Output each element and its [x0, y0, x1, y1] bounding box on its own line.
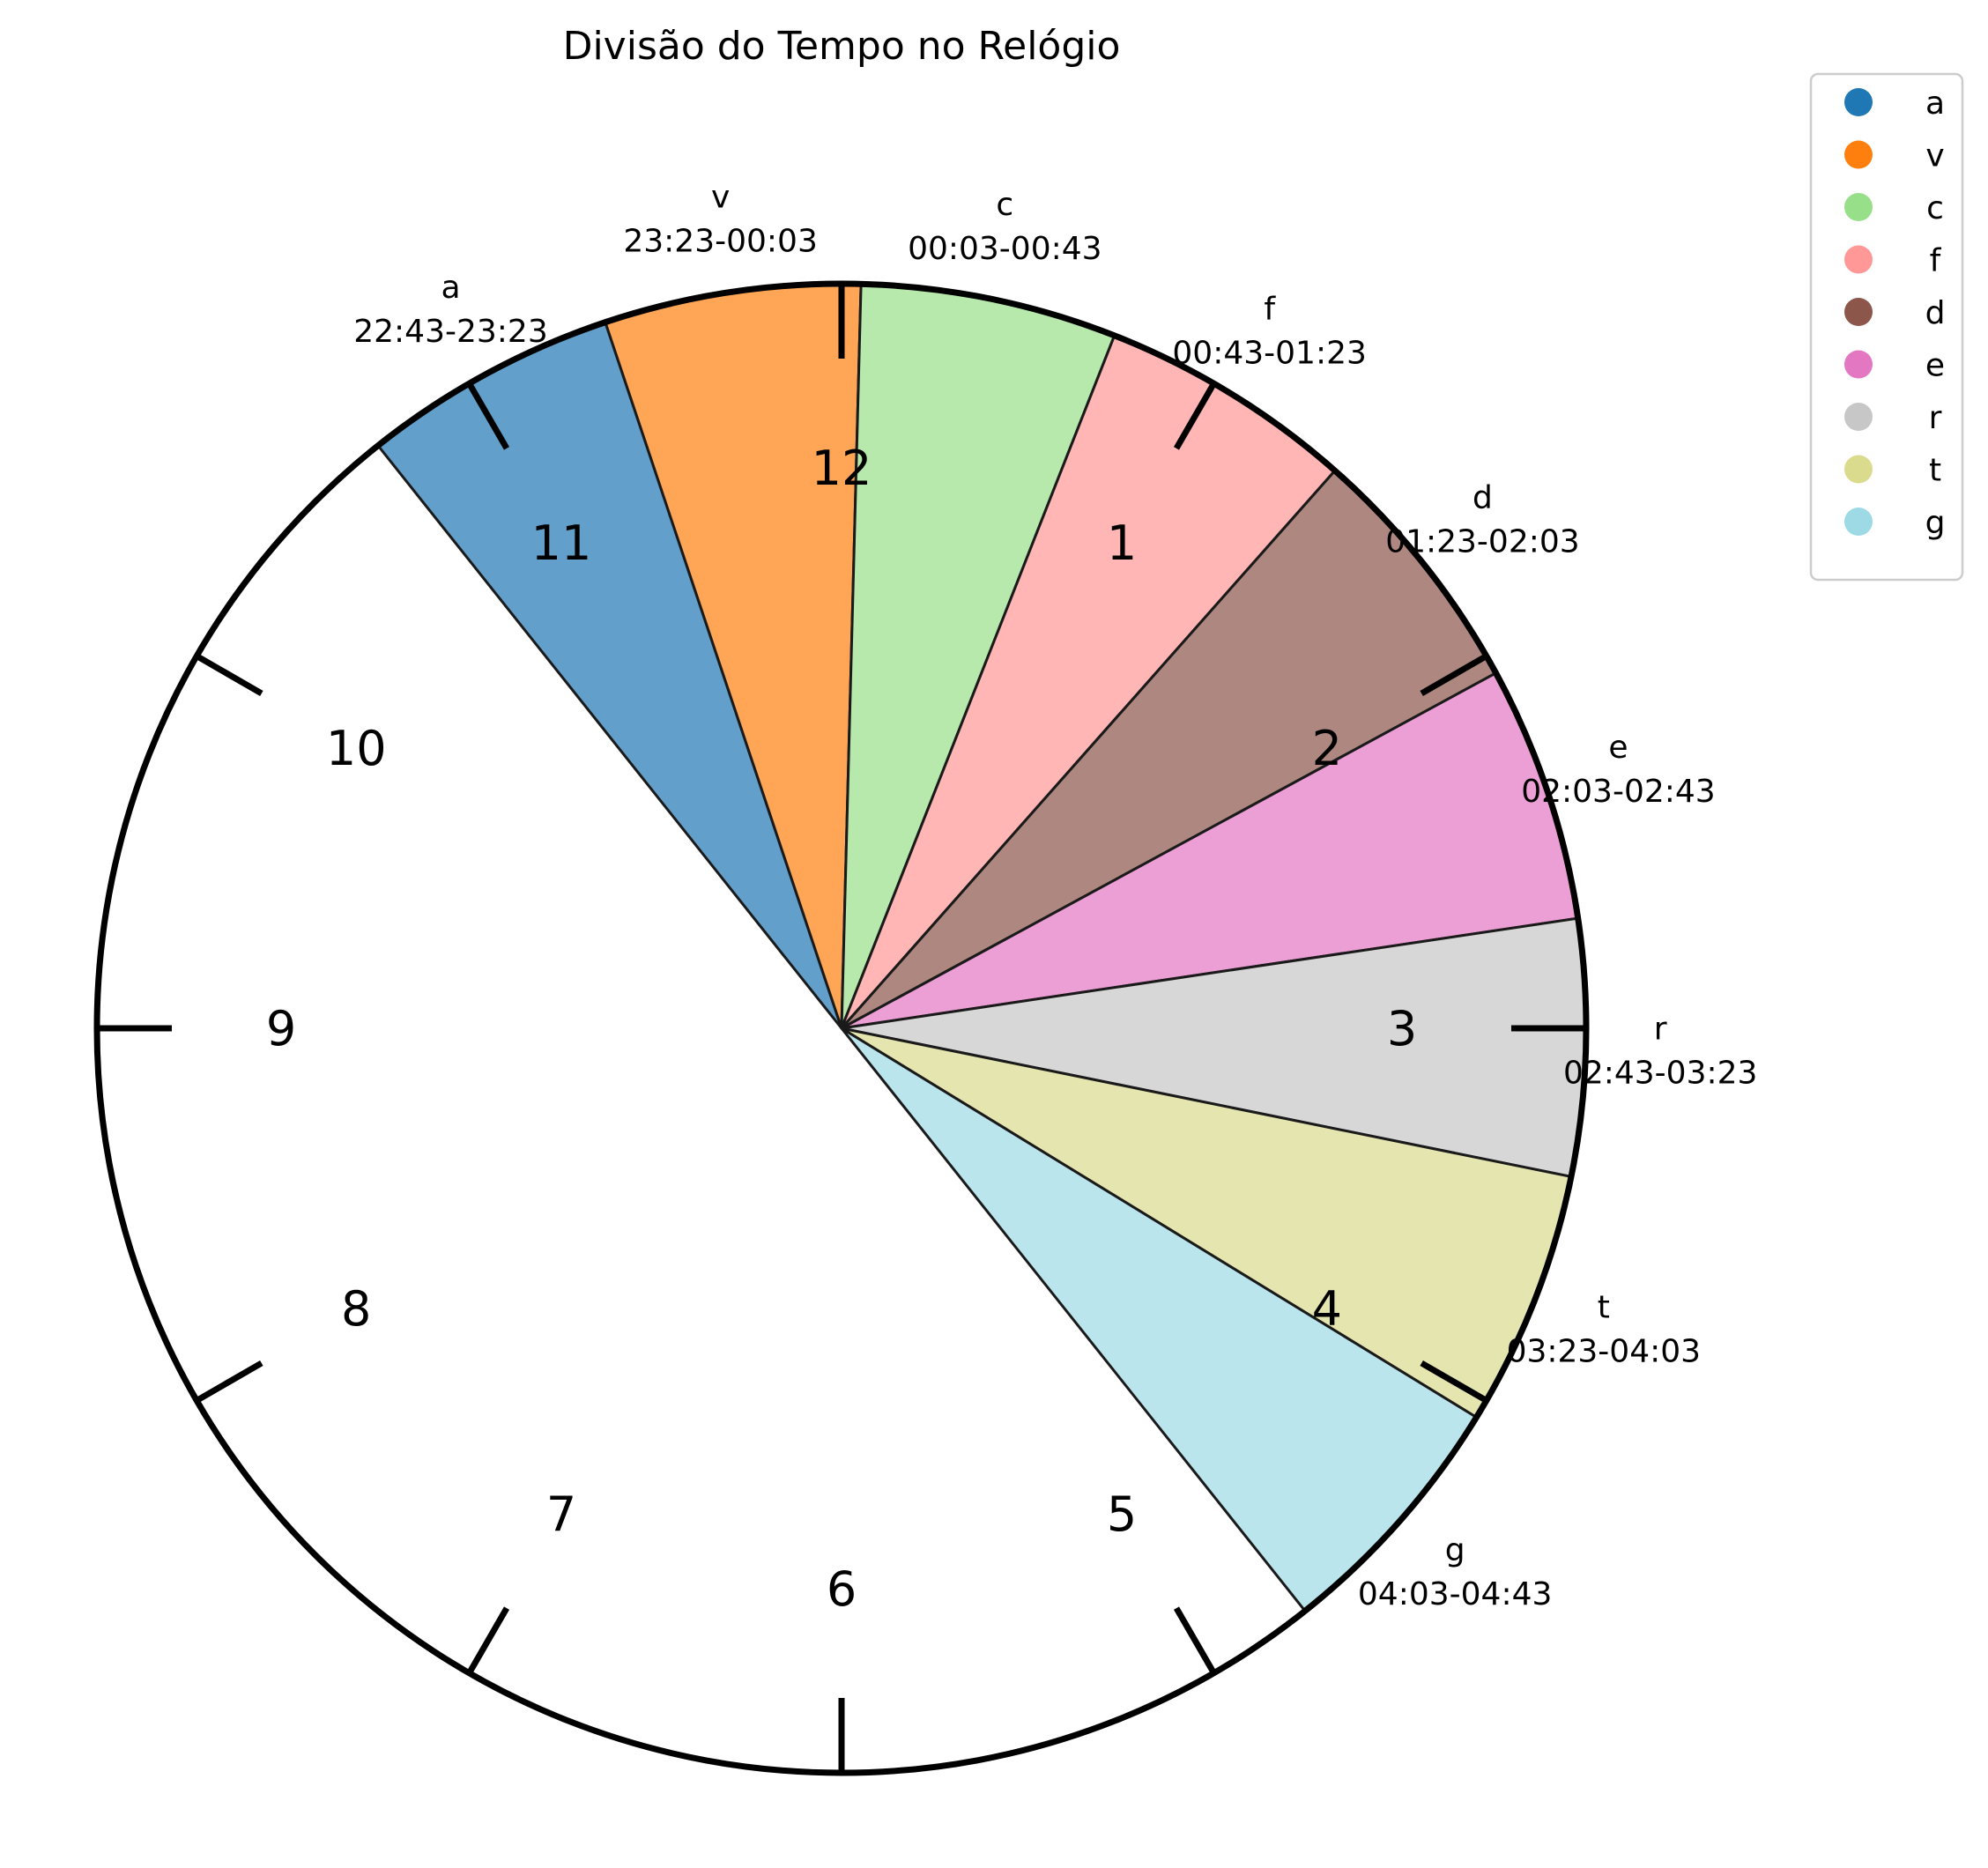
hour-tick-7	[466, 1606, 510, 1675]
slice-label-c: c 00:03-00:43	[908, 187, 1102, 267]
hour-number: 8	[341, 1281, 371, 1337]
slice-label-a: a 22:43-23:23	[353, 270, 547, 350]
slice-label-name: e	[1608, 730, 1628, 766]
hour-number: 5	[1107, 1486, 1137, 1542]
legend-marker	[1844, 350, 1873, 379]
legend-marker	[1844, 508, 1873, 536]
slice-label-g: g 04:03-04:43	[1358, 1532, 1552, 1612]
hour-number: 7	[546, 1486, 576, 1542]
slice-label-name: g	[1445, 1532, 1465, 1568]
hour-tick-8	[195, 1360, 263, 1404]
slice-label-name: r	[1654, 1011, 1667, 1047]
slice-label-name: a	[441, 270, 460, 306]
slices-layer	[376, 282, 1588, 1612]
slice-label-range: 22:43-23:23	[353, 314, 547, 350]
slice-label-r: r 02:43-03:23	[1563, 1011, 1757, 1091]
legend-marker	[1844, 455, 1873, 484]
hour-number: 11	[531, 515, 592, 571]
legend-item-e: e	[1844, 348, 1945, 384]
hour-number: 9	[266, 1001, 296, 1056]
hour-tick-1	[1173, 382, 1217, 450]
legend-label: a	[1925, 85, 1945, 122]
legend-item-r: r	[1844, 400, 1942, 436]
hour-number: 10	[326, 721, 387, 776]
legend-label: t	[1929, 453, 1941, 489]
hour-tick-2	[1420, 653, 1488, 697]
legend-label: v	[1925, 138, 1944, 174]
hour-tick-10	[195, 653, 263, 697]
slice-label-e: e 02:03-02:43	[1521, 730, 1715, 810]
hour-tick-11	[466, 382, 510, 450]
slice-label-range: 00:03-00:43	[908, 231, 1102, 267]
slice-labels: a 22:43-23:23 v 23:23-00:03 c 00:03-00:43 f 00:…	[353, 180, 1757, 1612]
slice-label-range: 04:03-04:43	[1358, 1576, 1552, 1612]
legend-marker	[1844, 88, 1873, 116]
legend-item-a: a	[1844, 85, 1945, 122]
slice-label-name: c	[996, 187, 1013, 223]
slice-label-name: v	[711, 180, 730, 216]
slice-label-name: d	[1472, 479, 1493, 515]
legend-marker	[1844, 403, 1873, 431]
hour-number: 2	[1312, 721, 1342, 776]
legend-item-g: g	[1844, 505, 1945, 541]
slice-label-t: t 03:23-04:03	[1507, 1290, 1701, 1370]
legend-label: f	[1930, 243, 1942, 279]
hour-number: 12	[812, 441, 872, 496]
legend-label: d	[1925, 295, 1946, 331]
legend-label: g	[1925, 505, 1946, 541]
legend-label: r	[1929, 400, 1942, 436]
legend-item-c: c	[1844, 190, 1944, 226]
legend-item-v: v	[1844, 138, 1945, 174]
legend-item-d: d	[1844, 295, 1945, 331]
slice-label-d: d 01:23-02:03	[1385, 479, 1579, 560]
legend-marker	[1844, 140, 1873, 169]
legend-marker	[1844, 193, 1873, 221]
slice-label-name: t	[1598, 1290, 1610, 1326]
slice-label-f: f 00:43-01:23	[1172, 291, 1366, 371]
hour-number: 4	[1312, 1281, 1342, 1337]
hour-tick-4	[1420, 1360, 1488, 1404]
legend-marker	[1844, 298, 1873, 326]
chart-title: Divisão do Tempo no Relógio	[563, 24, 1121, 69]
legend-label: c	[1926, 190, 1944, 226]
hour-number: 6	[827, 1561, 857, 1617]
slice-label-name: f	[1264, 291, 1276, 327]
hour-tick-5	[1173, 1606, 1217, 1675]
slice-label-range: 03:23-04:03	[1507, 1334, 1701, 1370]
legend-item-t: t	[1844, 453, 1941, 489]
hour-number: 1	[1107, 515, 1137, 571]
legend-item-f: f	[1844, 243, 1942, 279]
slice-label-range: 02:43-03:23	[1563, 1055, 1757, 1091]
slice-label-range: 01:23-02:03	[1385, 523, 1579, 560]
slice-label-range: 02:03-02:43	[1521, 774, 1715, 810]
slice-label-range: 00:43-01:23	[1172, 335, 1366, 371]
slice-label-v: v 23:23-00:03	[623, 180, 817, 260]
hour-number: 3	[1387, 1001, 1417, 1056]
legend-label: e	[1925, 348, 1945, 384]
slice-label-range: 23:23-00:03	[623, 224, 817, 260]
hour-ticks	[97, 284, 1586, 1773]
legend-marker	[1844, 245, 1873, 274]
